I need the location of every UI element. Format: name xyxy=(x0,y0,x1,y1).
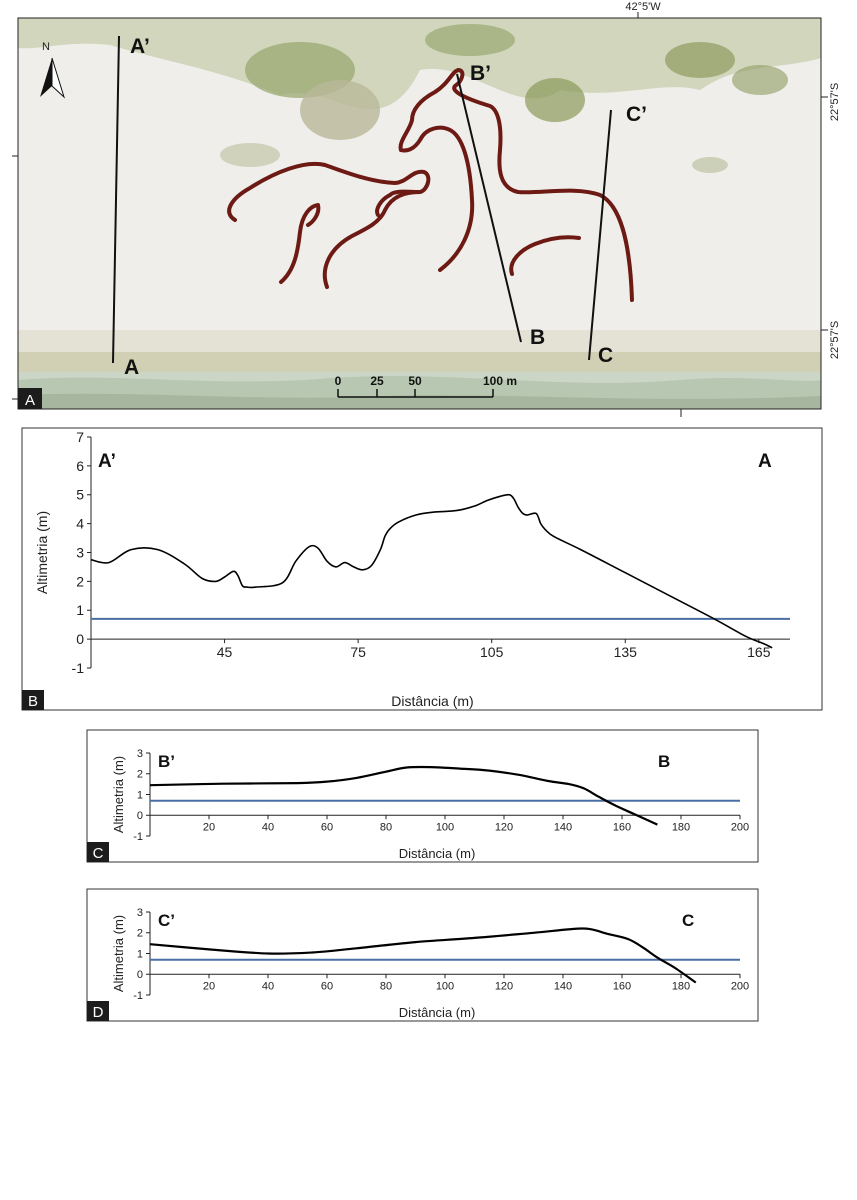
profile-end-label: B xyxy=(658,752,670,771)
scale-label-25: 25 xyxy=(370,374,384,388)
scale-label-0: 0 xyxy=(335,374,342,388)
x-tick-label: 200 xyxy=(731,821,749,833)
y-tick-label: 1 xyxy=(76,602,84,618)
scale-label-100: 100 m xyxy=(483,374,517,388)
x-tick-label: 80 xyxy=(380,980,392,992)
profile-start-label: A’ xyxy=(98,451,116,472)
x-tick-label: 160 xyxy=(613,980,631,992)
x-tick-label: 135 xyxy=(614,644,638,660)
dune-crest-lines xyxy=(227,68,634,302)
x-tick-label: 60 xyxy=(321,980,333,992)
y-tick-label: 3 xyxy=(137,907,143,919)
x-tick-label: 160 xyxy=(613,821,631,833)
x-tick-label: 165 xyxy=(747,644,771,660)
y-axis-title: Altimetria (m) xyxy=(34,511,50,594)
profile-label-c: C xyxy=(598,344,613,367)
x-tick-label: 100 xyxy=(436,821,454,833)
y-tick-label: 6 xyxy=(76,458,84,474)
x-tick-label: 120 xyxy=(495,821,513,833)
x-axis-title: Distância (m) xyxy=(399,1005,476,1020)
y-tick-label: 3 xyxy=(76,544,84,560)
panel-letter-box xyxy=(87,842,109,862)
profile-labels: A’ A B’ B C’ C xyxy=(124,35,647,379)
y-tick-label: 0 xyxy=(137,969,143,981)
y-axis-title: Altimetria (m) xyxy=(111,756,126,833)
profile-series-line xyxy=(149,927,697,984)
x-axis-title: Distância (m) xyxy=(391,693,473,709)
profile-label-a-prime: A’ xyxy=(130,35,150,58)
y-tick-label: 2 xyxy=(137,928,143,940)
profile-start-label: C’ xyxy=(158,911,175,930)
x-tick-label: 60 xyxy=(321,821,333,833)
scale-label-50: 50 xyxy=(408,374,422,388)
profile-start-label: B’ xyxy=(158,752,175,771)
profile-label-a: A xyxy=(124,356,139,379)
x-tick-label: 140 xyxy=(554,980,572,992)
profile-label-b: B xyxy=(530,326,545,349)
profile-line-a xyxy=(112,35,120,364)
x-tick-label: 40 xyxy=(262,980,274,992)
x-tick-label: 180 xyxy=(672,821,690,833)
x-tick-label: 20 xyxy=(203,980,215,992)
profile-label-c-prime: C’ xyxy=(626,103,647,126)
chart-frame xyxy=(21,427,823,711)
y-tick-label: 7 xyxy=(76,429,84,445)
panel-letter-d: D xyxy=(93,1004,104,1021)
y-tick-label: 5 xyxy=(76,487,84,503)
x-tick-label: 140 xyxy=(554,821,572,833)
y-tick-label: 1 xyxy=(137,789,143,801)
y-tick-label: 4 xyxy=(76,516,84,532)
panel-letter-box xyxy=(22,690,44,710)
y-tick-label: -1 xyxy=(133,831,143,843)
profile-chart-d: -1 0 1 2 3 20 40 60 80 100 120 140 160 180 200 Distânci… xyxy=(86,888,759,1022)
profile-lines xyxy=(112,35,612,364)
x-tick-label: 105 xyxy=(480,644,504,660)
x-tick-label: 45 xyxy=(217,644,233,660)
panel-letter-c: C xyxy=(93,845,104,862)
scale-bar: 0 25 50 100 m xyxy=(335,374,517,398)
profile-series-line xyxy=(90,493,773,649)
chart-frame xyxy=(86,729,759,863)
coord-right-label-1: 22°57'S xyxy=(829,83,841,121)
x-tick-label: 80 xyxy=(380,821,392,833)
x-tick-label: 20 xyxy=(203,821,215,833)
coord-right-label-2: 22°57'S xyxy=(829,321,841,359)
y-tick-label: -1 xyxy=(133,990,143,1002)
y-tick-label: 3 xyxy=(137,748,143,760)
north-label: N xyxy=(42,41,50,53)
map-photo xyxy=(17,17,822,410)
profile-line-c xyxy=(588,109,612,361)
map-panel: 42°5'W 22°57'S 22°57'S N A’ A B xyxy=(12,1,841,417)
y-tick-label: 2 xyxy=(137,769,143,781)
profile-label-b-prime: B’ xyxy=(470,62,491,85)
x-tick-label: 75 xyxy=(350,644,366,660)
x-tick-label: 120 xyxy=(495,980,513,992)
x-axis-title: Distância (m) xyxy=(399,846,476,861)
north-arrow-icon: N xyxy=(40,41,66,99)
y-axis-title: Altimetria (m) xyxy=(111,915,126,992)
y-tick-label: -1 xyxy=(72,660,85,676)
x-tick-label: 200 xyxy=(731,980,749,992)
profile-end-label: A xyxy=(758,451,772,472)
panel-letter-a: A xyxy=(18,388,42,409)
profile-chart-c: -1 0 1 2 3 20 40 60 80 100 120 140 160 180 200 Distânci… xyxy=(86,729,759,863)
y-tick-label: 1 xyxy=(137,948,143,960)
y-tick-label: 0 xyxy=(76,631,84,647)
chart-frame xyxy=(86,888,759,1022)
x-tick-label: 180 xyxy=(672,980,690,992)
panel-letter-box xyxy=(87,1001,109,1021)
x-tick-label: 100 xyxy=(436,980,454,992)
panel-letter-b: B xyxy=(28,693,38,710)
profile-line-b xyxy=(456,73,522,343)
y-tick-label: 0 xyxy=(137,810,143,822)
panel-letter-a-text: A xyxy=(25,392,35,409)
profile-end-label: C xyxy=(682,911,694,930)
profile-series-line xyxy=(149,765,658,826)
x-tick-label: 40 xyxy=(262,821,274,833)
y-tick-label: 2 xyxy=(76,573,84,589)
coord-top-label: 42°5'W xyxy=(625,1,661,13)
